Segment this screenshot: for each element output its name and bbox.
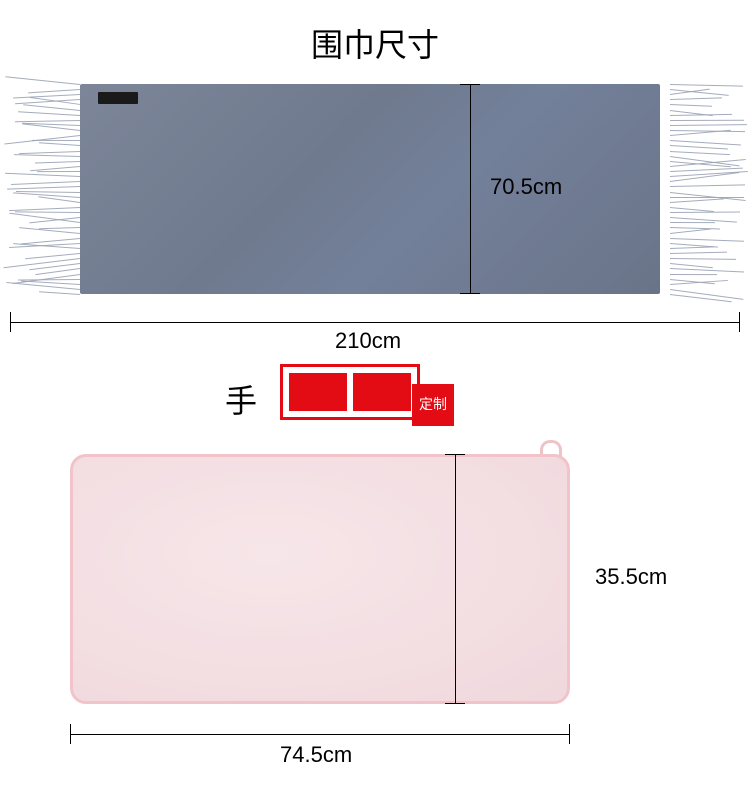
towel-height-dim-line bbox=[455, 454, 456, 704]
scarf-title: 围巾尺寸 bbox=[0, 0, 750, 66]
custom-stamp-icon: 定制 bbox=[412, 384, 454, 426]
towel-title-char: 手 bbox=[225, 376, 257, 422]
badge-block-left bbox=[289, 373, 347, 411]
towel-width-label: 74.5cm bbox=[280, 742, 352, 768]
towel-body bbox=[70, 454, 570, 704]
scarf-width-label: 210cm bbox=[335, 328, 401, 354]
towel-height-label: 35.5cm bbox=[595, 564, 667, 590]
scarf-height-dim-line bbox=[470, 84, 471, 294]
scarf-diagram: 70.5cm 210cm bbox=[0, 74, 750, 354]
scarf-width-dim-line bbox=[10, 322, 740, 323]
scarf-fringe-left bbox=[0, 84, 80, 294]
towel-title-row: 手 定制 bbox=[0, 364, 750, 434]
scarf-fringe-right bbox=[670, 84, 750, 294]
scarf-body bbox=[80, 84, 660, 294]
scarf-brand-tag bbox=[98, 92, 138, 104]
badge-block-right bbox=[353, 373, 411, 411]
towel-width-dim-line bbox=[70, 734, 570, 735]
promo-badge bbox=[280, 364, 420, 420]
towel-diagram: 35.5cm 74.5cm bbox=[0, 434, 750, 804]
scarf-height-label: 70.5cm bbox=[490, 174, 562, 200]
